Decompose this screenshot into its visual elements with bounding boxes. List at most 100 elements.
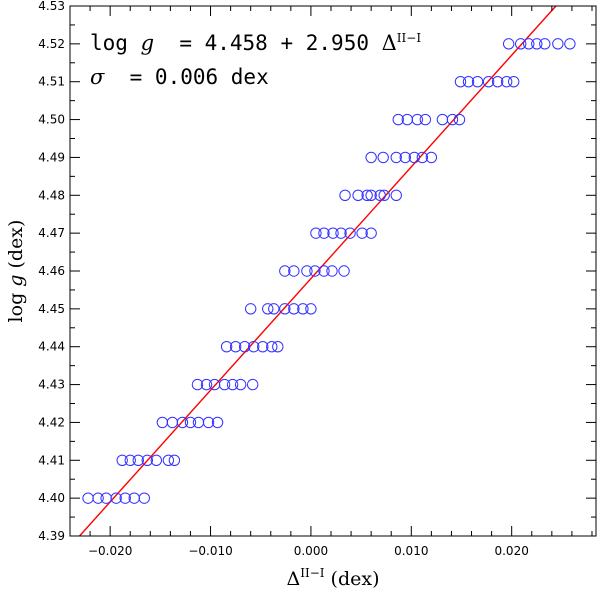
fit-equation: log g = 4.458 + 2.950 ΔII−I bbox=[90, 31, 421, 55]
data-point bbox=[262, 303, 274, 315]
y-tick-label: 4.43 bbox=[38, 378, 65, 392]
data-point bbox=[500, 76, 513, 88]
data-point bbox=[301, 265, 313, 277]
data-point bbox=[378, 189, 390, 201]
data-point bbox=[390, 151, 402, 164]
y-tick-label: 4.50 bbox=[38, 113, 65, 127]
x-tick-label: 0.020 bbox=[494, 544, 528, 558]
data-point bbox=[132, 454, 144, 466]
data-point bbox=[365, 227, 377, 239]
data-point bbox=[352, 189, 364, 201]
data-point bbox=[168, 454, 181, 466]
y-tick-label: 4.52 bbox=[38, 37, 65, 51]
data-point bbox=[124, 454, 136, 466]
data-point bbox=[531, 38, 543, 50]
data-point bbox=[411, 113, 424, 126]
data-point bbox=[502, 38, 515, 50]
data-point bbox=[208, 378, 221, 391]
data-point bbox=[436, 113, 449, 126]
plot-frame bbox=[69, 5, 597, 537]
data-point bbox=[238, 341, 251, 353]
data-point bbox=[564, 38, 576, 50]
y-tick-label: 4.44 bbox=[38, 340, 65, 354]
y-tick-label: 4.41 bbox=[38, 453, 65, 467]
data-point bbox=[288, 303, 300, 315]
y-tick-label: 4.39 bbox=[38, 529, 65, 543]
data-point bbox=[166, 416, 179, 429]
data-point bbox=[191, 378, 204, 391]
y-tick-label: 4.51 bbox=[38, 75, 65, 89]
data-point bbox=[202, 416, 215, 429]
data-point bbox=[310, 227, 322, 239]
axis-ticks-layer: −0.020 −0.010 0.000 0.010 0.020 4.39 4.40 4.41 4… bbox=[38, 0, 596, 558]
data-point bbox=[268, 303, 280, 315]
data-point bbox=[462, 76, 475, 88]
data-point bbox=[326, 265, 338, 277]
data-point bbox=[176, 416, 189, 429]
data-point bbox=[552, 38, 564, 50]
data-point bbox=[297, 303, 309, 315]
y-tick-label: 4.45 bbox=[38, 302, 65, 316]
data-point bbox=[539, 38, 551, 50]
data-point bbox=[365, 189, 377, 201]
data-point bbox=[471, 76, 484, 88]
data-point bbox=[446, 113, 459, 126]
y-tick-label: 4.48 bbox=[38, 188, 65, 202]
data-point bbox=[246, 378, 259, 391]
data-point bbox=[454, 76, 467, 88]
data-point bbox=[365, 151, 377, 164]
data-point bbox=[507, 76, 520, 88]
data-point bbox=[220, 341, 233, 353]
data-point bbox=[392, 113, 404, 126]
data-point bbox=[234, 378, 247, 391]
data-point bbox=[279, 265, 291, 277]
data-point bbox=[399, 151, 411, 164]
data-point bbox=[377, 151, 389, 164]
data-point bbox=[408, 151, 421, 164]
data-point bbox=[453, 113, 466, 126]
data-point bbox=[425, 151, 438, 164]
data-point bbox=[247, 341, 260, 353]
data-point bbox=[211, 416, 224, 429]
y-tick-label: 4.49 bbox=[38, 150, 65, 164]
x-tick-label: −0.020 bbox=[88, 544, 132, 558]
data-point bbox=[162, 454, 175, 466]
y-tick-label: 4.53 bbox=[38, 0, 65, 13]
data-point bbox=[416, 151, 429, 164]
fit-line-layer bbox=[79, 5, 557, 537]
x-tick-label: −0.010 bbox=[188, 544, 232, 558]
x-tick-label: 0.000 bbox=[294, 544, 328, 558]
data-point bbox=[374, 189, 386, 201]
data-point bbox=[226, 378, 239, 391]
data-point bbox=[356, 227, 368, 239]
data-point bbox=[305, 303, 317, 315]
data-point bbox=[116, 454, 128, 466]
data-point bbox=[218, 378, 231, 391]
data-point bbox=[119, 492, 131, 504]
fit-sigma: σ = 0.006 dex bbox=[90, 65, 269, 89]
data-point bbox=[82, 492, 94, 504]
data-point bbox=[150, 454, 163, 466]
data-point bbox=[339, 189, 351, 201]
data-point bbox=[327, 227, 339, 239]
data-point bbox=[100, 492, 112, 504]
data-point bbox=[318, 265, 330, 277]
data-point bbox=[309, 265, 321, 277]
data-point bbox=[335, 227, 347, 239]
data-point bbox=[318, 227, 330, 239]
data-point bbox=[390, 189, 402, 201]
data-point bbox=[344, 227, 356, 239]
data-point bbox=[156, 416, 169, 429]
data-point bbox=[244, 303, 257, 315]
data-point bbox=[200, 378, 213, 391]
y-tick-label: 4.46 bbox=[38, 264, 65, 278]
data-point bbox=[141, 454, 153, 466]
x-tick-label: 0.010 bbox=[394, 544, 428, 558]
data-point bbox=[272, 341, 284, 353]
data-point bbox=[338, 265, 350, 277]
data-point bbox=[361, 189, 373, 201]
data-point bbox=[257, 341, 269, 353]
y-tick-label: 4.42 bbox=[38, 415, 65, 429]
x-axis-label: ΔII−I (dex) bbox=[286, 566, 379, 590]
